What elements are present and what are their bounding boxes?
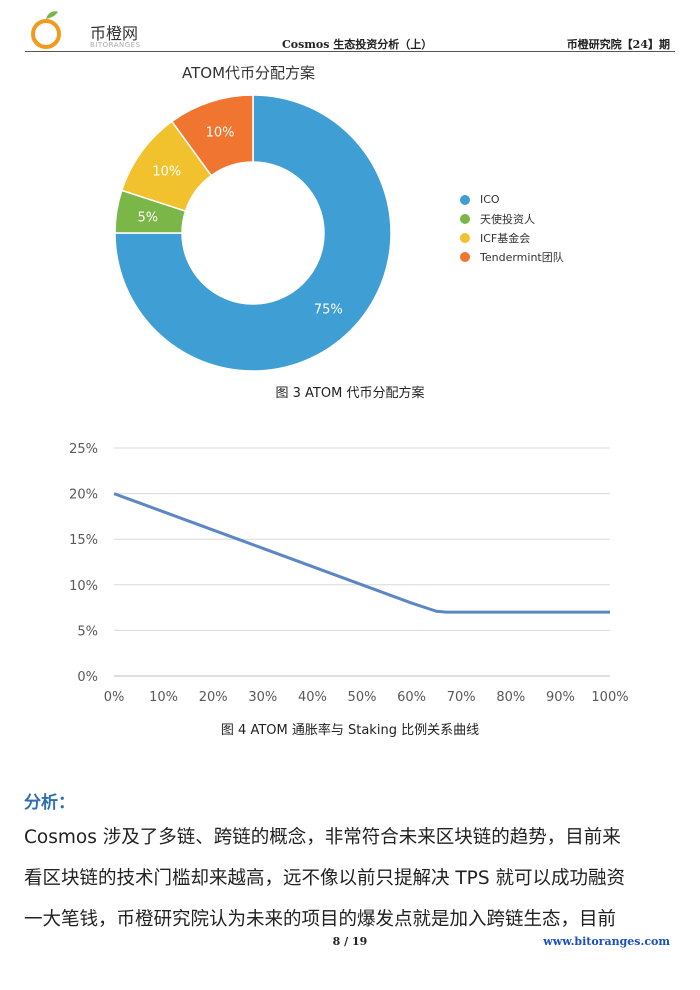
y-tick-label: 10%	[69, 579, 98, 594]
legend-label: Tendermint团队	[480, 250, 564, 264]
x-tick-label: 50%	[348, 690, 377, 705]
x-tick-label: 10%	[149, 690, 178, 705]
page-number: 8 / 19	[332, 935, 368, 948]
x-tick-label: 40%	[298, 690, 327, 705]
pie-slice-label: 5%	[137, 210, 158, 225]
legend-item: Tendermint团队	[460, 247, 564, 266]
pie-legend: ICO 天使投资人 ICF基金会 Tendermint团队	[460, 190, 564, 266]
legend-swatch	[460, 194, 470, 205]
legend-item: 天使投资人	[460, 209, 564, 228]
paragraph-line-1: Cosmos 涉及了多链、跨链的概念，非常符合未来区块链的趋势，目前来	[24, 827, 621, 848]
y-tick-label: 15%	[69, 533, 98, 548]
x-tick-label: 100%	[591, 690, 628, 705]
legend-swatch	[460, 213, 470, 224]
x-tick-label: 0%	[104, 690, 125, 705]
bitoranges-logo: 币橙网 BITORANGES	[28, 8, 148, 50]
series-line	[113, 492, 610, 614]
x-tick-label: 80%	[496, 690, 525, 705]
legend-item: ICF基金会	[460, 228, 564, 247]
paragraph-line-3: 一大笔钱，币橙研究院认为未来的项目的爆发点就是加入跨链生态，目前	[24, 909, 617, 930]
x-tick-label: 90%	[546, 690, 575, 705]
x-tick-label: 30%	[248, 690, 277, 705]
pie-slice	[114, 94, 392, 372]
pie-slice-label: 10%	[206, 126, 235, 141]
legend-label: ICO	[480, 193, 500, 206]
figure-4-caption: 图 4 ATOM 通胀率与 Staking 比例关系曲线	[220, 723, 480, 738]
orange-logo-icon	[31, 11, 61, 49]
line-chart: 0% 5% 10% 15% 20% 25% 0% 10% 20% 30% 40% 50% 60% 70% 8…	[69, 442, 628, 705]
legend-item: ICO	[460, 190, 564, 209]
y-tick-label: 0%	[77, 670, 98, 685]
x-tick-label: 20%	[199, 690, 228, 705]
donut-chart: 75% 5% 10% 10%	[114, 94, 392, 372]
pie-slice-label: 75%	[314, 302, 343, 317]
pie-chart-title: ATOM代币分配方案	[182, 64, 316, 82]
figure-3-caption: 图 3 ATOM 代币分配方案	[275, 386, 425, 401]
logo-text: 币橙网	[90, 24, 139, 43]
pie-slice-label: 10%	[152, 164, 181, 179]
y-tick-label: 20%	[69, 488, 98, 503]
pie-slice	[170, 94, 254, 177]
legend-swatch	[460, 232, 470, 243]
header-divider	[25, 51, 675, 52]
legend-label: 天使投资人	[480, 212, 535, 226]
header-title: Cosmos 生态投资分析（上）	[282, 38, 433, 51]
page-header: 币橙网 BITORANGES Cosmos 生态投资分析（上） 币橙研究院【24…	[0, 0, 700, 56]
paragraph-line-2: 看区块链的技术门槛却来越高，远不像以前只提解决 TPS 就可以成功融资	[24, 868, 625, 889]
footer-url[interactable]: www.bitoranges.com	[543, 935, 670, 948]
x-tick-label: 60%	[397, 690, 426, 705]
legend-swatch	[460, 251, 470, 262]
y-tick-label: 25%	[69, 442, 98, 457]
y-tick-label: 5%	[77, 624, 98, 639]
logo-subtext: BITORANGES	[90, 41, 141, 49]
analysis-heading: 分析：	[24, 793, 75, 813]
legend-label: ICF基金会	[480, 231, 531, 245]
header-issue: 币橙研究院【24】期	[566, 38, 670, 51]
x-tick-label: 70%	[447, 690, 476, 705]
